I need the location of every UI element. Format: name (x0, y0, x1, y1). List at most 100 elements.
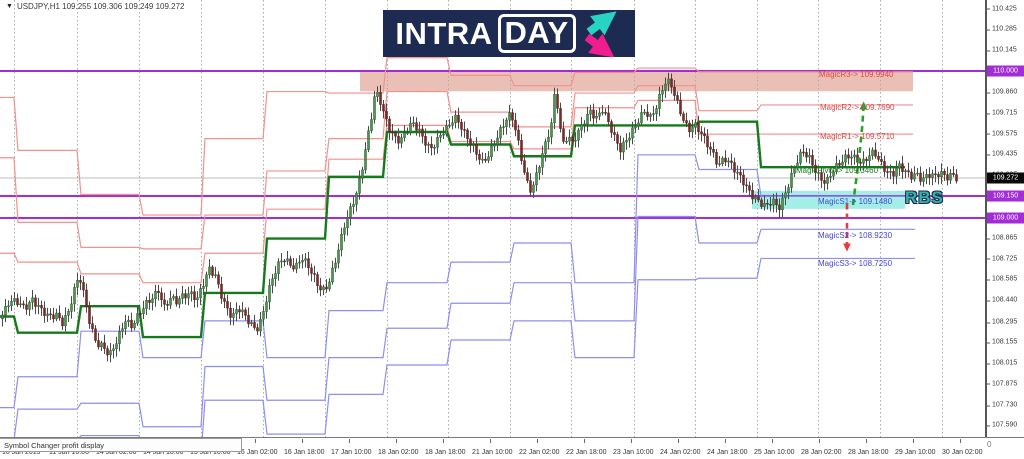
symbol-changer-tab[interactable]: Symbol Changer profit display (0, 438, 242, 452)
bear-candle (253, 322, 256, 328)
support-line-s3 (78, 257, 915, 437)
logo-arrows-icon (584, 10, 617, 57)
bull-candle (343, 227, 346, 235)
bull-candle (250, 322, 253, 325)
time-label: 16 Jan 18:00 (284, 449, 325, 456)
bear-candle (874, 149, 877, 157)
bear-candle (700, 131, 703, 134)
bear-candle (619, 143, 622, 153)
bull-candle (208, 266, 211, 276)
bull-candle (448, 125, 451, 127)
bull-candle (532, 184, 535, 193)
bull-candle (667, 78, 670, 85)
bear-candle (34, 297, 37, 307)
bear-candle (604, 112, 607, 114)
time-tick (584, 439, 585, 443)
bull-candle (280, 260, 283, 263)
bear-candle (523, 160, 526, 173)
bull-candle (472, 144, 475, 146)
symbol-dropdown-icon[interactable]: ▼ (6, 3, 13, 10)
bear-candle (910, 171, 913, 180)
bear-candle (106, 348, 109, 356)
bull-candle (574, 139, 577, 142)
bear-candle (775, 198, 778, 206)
bear-candle (148, 299, 151, 303)
time-tick (302, 439, 303, 443)
bear-candle (805, 152, 808, 158)
bear-candle (946, 174, 949, 181)
bull-candle (940, 170, 943, 178)
time-axis[interactable]: 10 Jan 2019 11 Jan 10:00 14 Jan 02:00 14 Ja… (0, 437, 1024, 459)
price-axis[interactable]: 110.425 110.285 110.145 109.860 109.715 109.5… (986, 0, 1024, 437)
bear-candle (244, 309, 247, 316)
price-tick: 110.425 (987, 5, 1017, 12)
bear-candle (166, 304, 169, 306)
bull-candle (340, 233, 343, 251)
bull-candle (115, 343, 118, 350)
chart-plot-area[interactable] (0, 0, 1024, 437)
time-tick (772, 439, 773, 443)
bull-candle (133, 323, 136, 329)
bull-candle (370, 119, 373, 131)
bear-candle (289, 258, 292, 266)
price-badge-109-272: 109.272 (987, 172, 1024, 184)
bull-candle (412, 122, 415, 124)
time-tick (396, 439, 397, 443)
bull-candle (637, 122, 640, 127)
bull-candle (787, 187, 790, 194)
bear-candle (685, 120, 688, 124)
bull-candle (151, 298, 154, 303)
bear-candle (460, 121, 463, 130)
bear-candle (724, 157, 727, 163)
price-badge-109-150: 109.150 (987, 190, 1024, 202)
bull-candle (835, 163, 838, 173)
bear-candle (103, 342, 106, 349)
bear-candle (514, 119, 517, 131)
bear-candle (709, 146, 712, 150)
bull-candle (913, 173, 916, 180)
bull-candle (118, 331, 121, 344)
price-tick: 108.865 (986, 234, 1018, 242)
bear-candle (283, 260, 286, 263)
bull-candle (367, 130, 370, 150)
bear-candle (838, 163, 841, 166)
bear-candle (319, 285, 322, 291)
bear-candle (877, 156, 880, 160)
price-tick: 108.155 (986, 338, 1018, 346)
bear-candle (751, 190, 754, 200)
bear-candle (484, 158, 487, 161)
bull-candle (763, 202, 766, 207)
price-tick: 110.145 (987, 46, 1017, 54)
r3-resistance-zone (360, 71, 913, 92)
bull-candle (181, 293, 184, 299)
price-tick: 107.730 (986, 401, 1018, 409)
bull-candle (577, 129, 580, 141)
bear-candle (238, 309, 241, 313)
time-tick (678, 439, 679, 443)
bull-candle (550, 122, 553, 138)
bull-candle (145, 299, 148, 309)
bull-candle (331, 267, 334, 283)
bear-candle (733, 162, 736, 173)
bear-candle (901, 163, 904, 172)
bull-candle (490, 145, 493, 157)
bull-candle (754, 196, 757, 200)
candlesticks (1, 72, 958, 363)
plot-contents (0, 0, 985, 437)
bear-candle (139, 313, 142, 315)
label-magic-s3: MagicS3-> 108.7250 (818, 259, 893, 268)
bull-candle (508, 112, 511, 121)
bull-candle (214, 274, 217, 276)
bull-candle (535, 172, 538, 186)
intraday-logo: INTRA DAY (383, 10, 635, 57)
bull-candle (832, 171, 835, 177)
bear-candle (955, 174, 958, 182)
bear-candle (217, 274, 220, 285)
bear-candle (778, 204, 781, 211)
bear-candle (52, 314, 55, 320)
bull-candle (28, 302, 31, 310)
bull-candle (109, 350, 112, 356)
bear-candle (388, 118, 391, 133)
bull-candle (853, 154, 856, 158)
price-tick: 109.435 (986, 150, 1018, 158)
